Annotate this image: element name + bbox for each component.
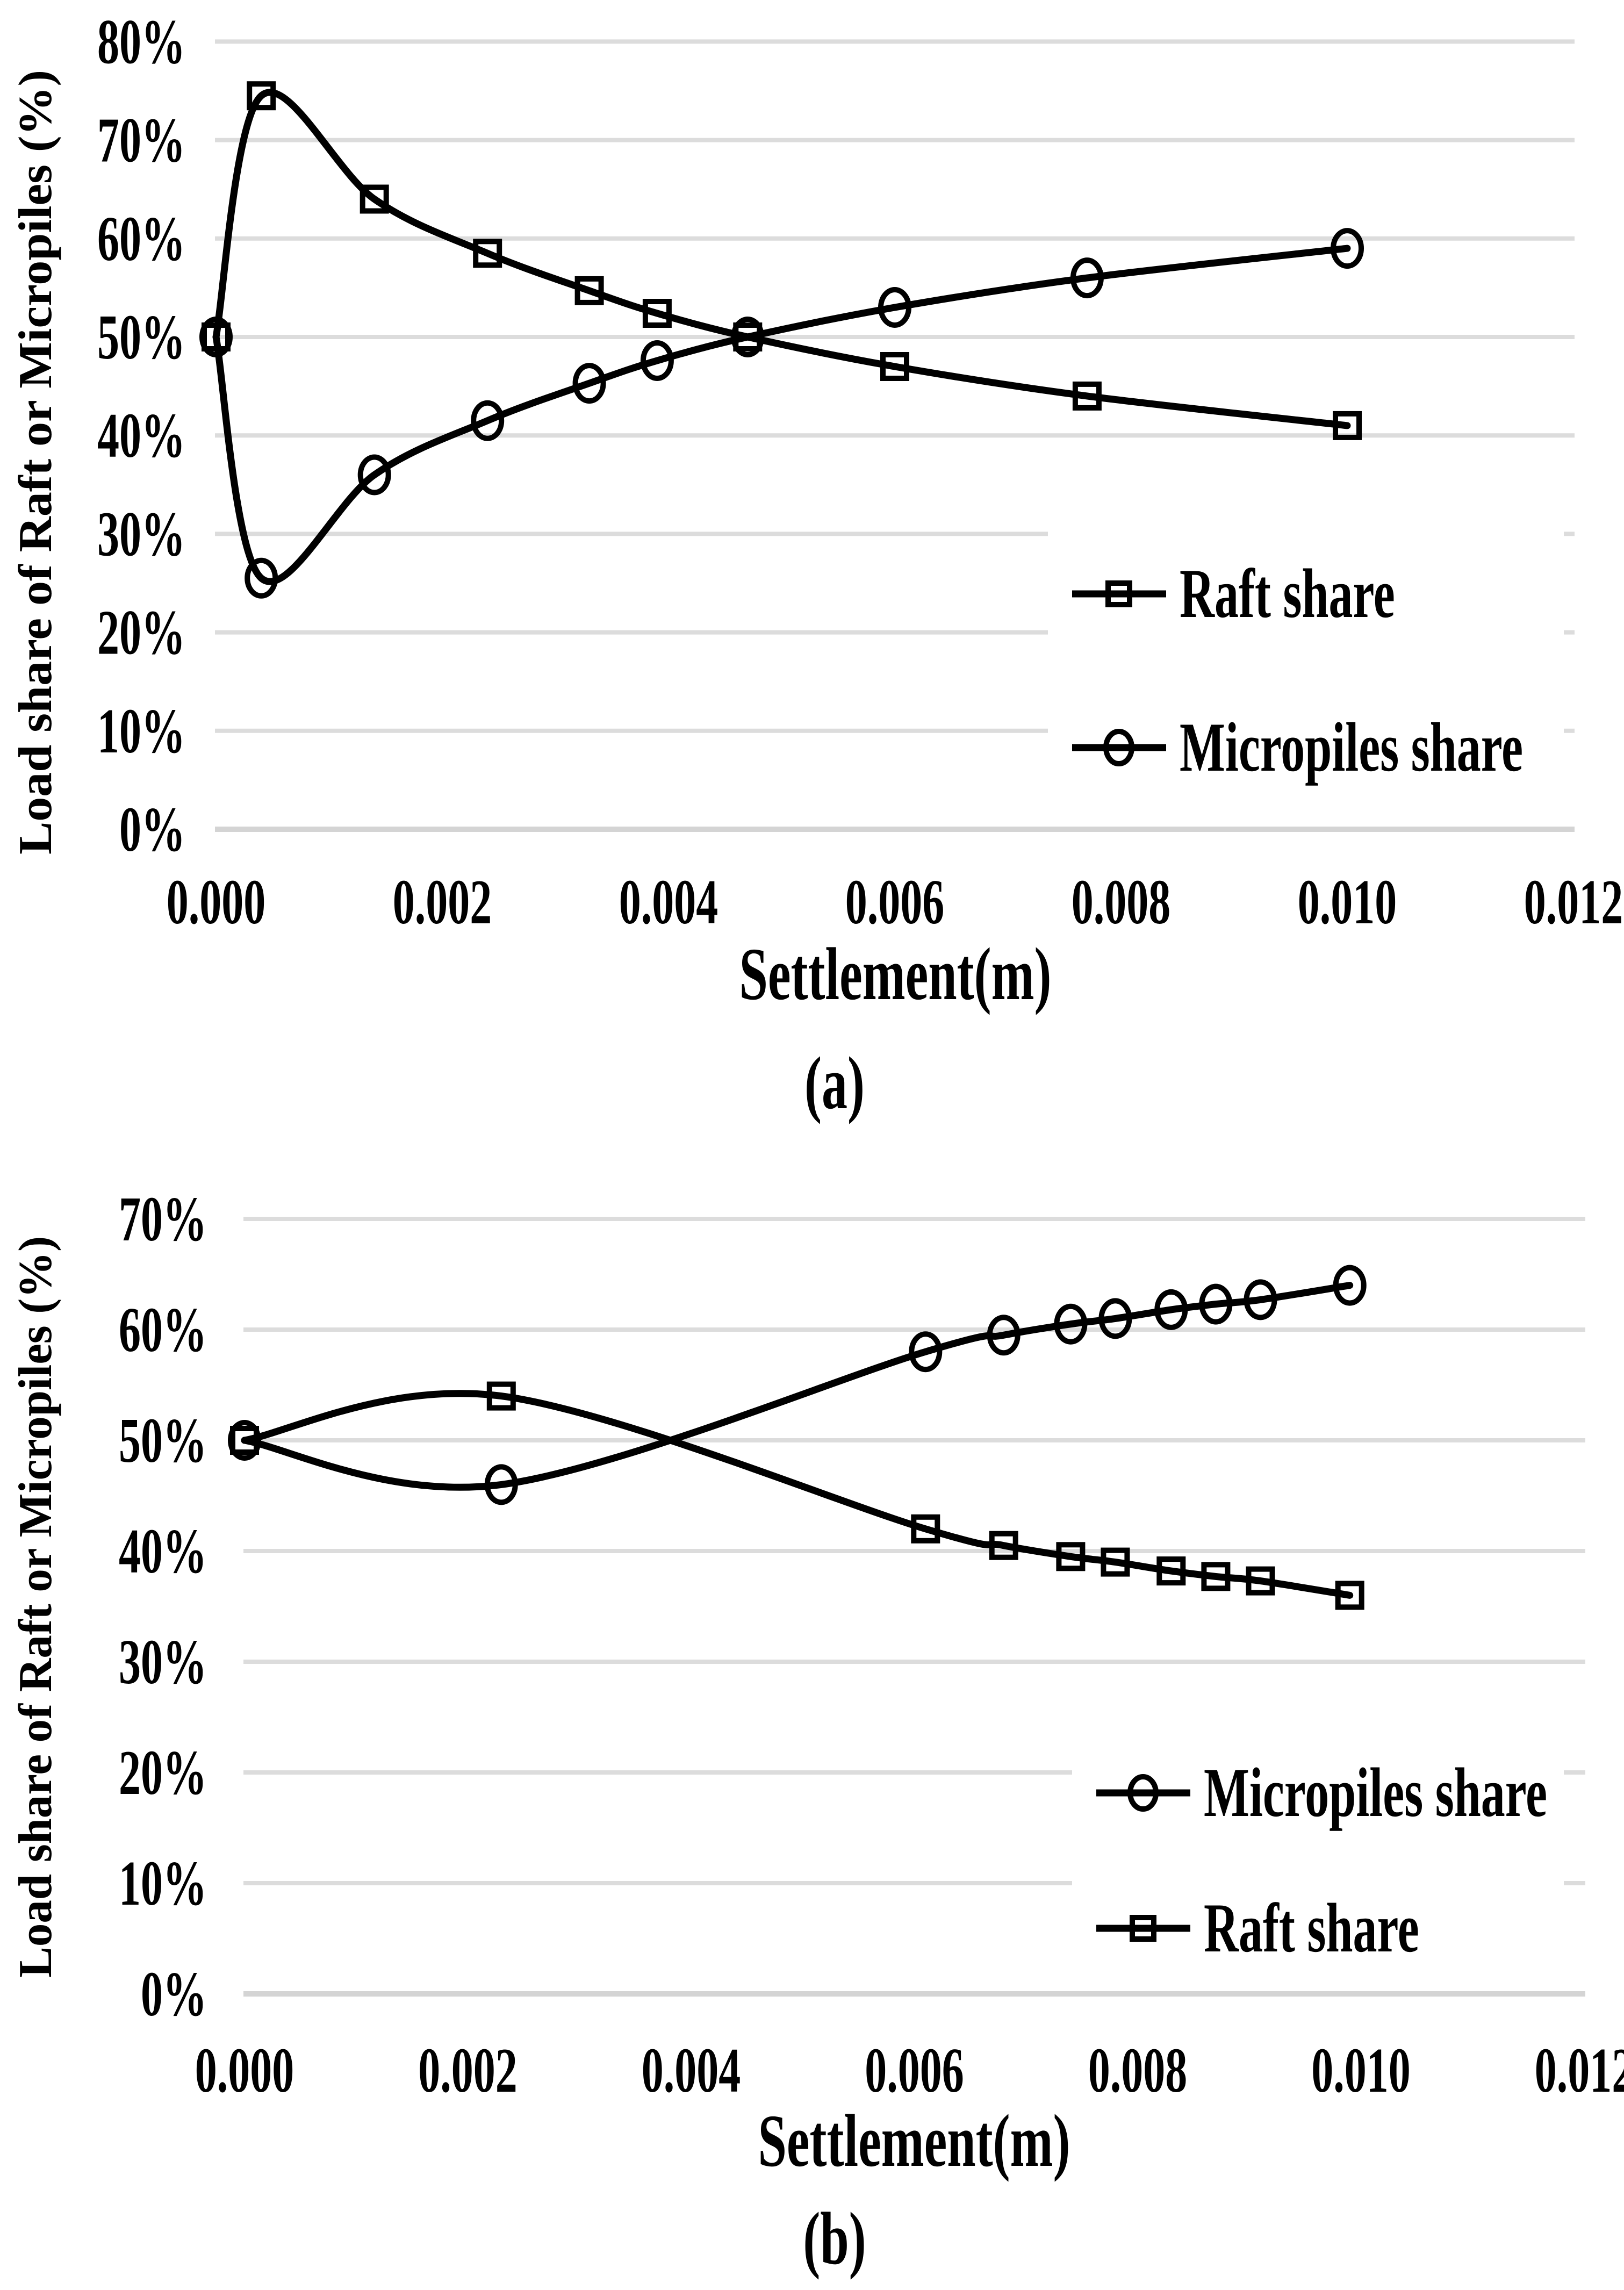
marker-circle: [878, 287, 911, 328]
chart-b: Micropiles share Raft share 0% 10% 20% 30% 40%…: [10, 1184, 1624, 2280]
x-tick-label: 0.008: [1072, 867, 1170, 938]
marker-circle: [1154, 1289, 1188, 1330]
marker-square: [473, 239, 502, 268]
series-line-raft-share: [241, 1390, 1354, 1599]
marker-square: [880, 352, 909, 381]
marker-circle: [471, 400, 505, 441]
marker-square: [486, 1381, 516, 1411]
series-line-raft-share: [212, 89, 1351, 429]
y-tick-label: 60%: [97, 204, 185, 275]
legend-marker-square: [1130, 1915, 1156, 1942]
legend-marker-square: [1105, 580, 1132, 607]
y-tick-label: 60%: [119, 1295, 207, 1366]
marker-square: [642, 299, 672, 328]
legend-background: [1048, 511, 1564, 787]
x-tick-label: 0.008: [1088, 2035, 1187, 2106]
marker-square: [1056, 1542, 1086, 1571]
marker-square: [1335, 1581, 1364, 1610]
chart-a-y-axis-title: Load share of Raft or Micropiles (%): [10, 70, 62, 855]
marker-circle: [731, 317, 765, 357]
marker-square: [1072, 381, 1102, 411]
marker-square: [1201, 1562, 1231, 1591]
x-tick-label: 0.002: [393, 867, 492, 938]
marker-square: [911, 1514, 940, 1544]
marker-circle: [1098, 1298, 1132, 1339]
x-tick-label: 0.000: [167, 867, 265, 938]
x-tick-label: 0.012: [1524, 867, 1623, 938]
y-tick-label: 30%: [119, 1627, 207, 1698]
legend-label: Micropiles share: [1204, 1754, 1547, 1832]
marker-circle: [1331, 228, 1364, 269]
chart-a-plot-area: Raft share Micropiles share 0% 10% 20% 30% 40%…: [97, 7, 1623, 938]
y-tick-label: 80%: [97, 7, 185, 78]
chart-b-plot-area: Micropiles share Raft share 0% 10% 20% 30% 40%…: [119, 1184, 1624, 2106]
marker-circle: [987, 1315, 1021, 1356]
chart-a-x-axis-title: Settlement(m): [739, 932, 1052, 1015]
y-tick-label: 0%: [119, 794, 185, 865]
marker-circle: [245, 557, 278, 599]
y-tick-label: 40%: [119, 1516, 207, 1587]
x-tick-label: 0.010: [1311, 2035, 1410, 2106]
marker-circle: [572, 363, 606, 404]
chart-b-x-axis-title: Settlement(m): [758, 2099, 1070, 2182]
marker-square: [360, 184, 389, 214]
chart-a-caption: (a): [804, 1041, 865, 1124]
legend-label: Micropiles share: [1180, 709, 1523, 786]
marker-square: [1101, 1547, 1130, 1577]
marker-circle: [1244, 1279, 1277, 1320]
marker-square: [574, 276, 604, 305]
x-tick-label: 0.004: [642, 2035, 741, 2106]
y-tick-label: 50%: [119, 1405, 207, 1476]
marker-square: [1333, 411, 1362, 440]
y-tick-label: 30%: [97, 499, 185, 570]
chart-b-caption: (b): [803, 2196, 866, 2280]
series-line-micropiles-share: [212, 245, 1351, 585]
legend-marker-circle: [1103, 729, 1134, 766]
x-tick-label: 0.006: [865, 2035, 964, 2106]
x-tick-label: 0.012: [1535, 2035, 1624, 2106]
y-tick-label: 0%: [141, 1959, 207, 2030]
chart-a: Raft share Micropiles share 0% 10% 20% 30% 40%…: [10, 7, 1623, 1125]
x-tick-label: 0.006: [845, 867, 944, 938]
legend-label: Raft share: [1180, 555, 1395, 633]
marker-circle: [640, 340, 674, 381]
x-tick-label: 0.002: [418, 2035, 517, 2106]
marker-circle: [909, 1331, 943, 1373]
marker-square: [1246, 1566, 1275, 1596]
x-tick-label: 0.004: [619, 867, 718, 938]
y-tick-label: 70%: [97, 105, 185, 176]
y-tick-label: 70%: [119, 1184, 207, 1255]
x-tick-label: 0.000: [195, 2035, 294, 2106]
chart-b-y-axis-title: Load share of Raft or Micropiles (%): [10, 1236, 62, 1978]
marker-circle: [484, 1464, 518, 1505]
y-tick-label: 20%: [119, 1738, 207, 1808]
y-tick-label: 50%: [97, 302, 185, 373]
x-tick-label: 0.010: [1298, 867, 1397, 938]
marker-circle: [1054, 1303, 1088, 1345]
marker-square: [230, 1426, 259, 1455]
legend-label: Raft share: [1204, 1890, 1419, 1967]
marker-square: [989, 1531, 1018, 1560]
marker-circle: [199, 317, 233, 357]
marker-circle: [1070, 257, 1104, 299]
legend-marker-circle: [1127, 1774, 1159, 1812]
y-tick-label: 40%: [97, 400, 185, 471]
series-line-micropiles-share: [241, 1282, 1354, 1491]
y-tick-label: 10%: [119, 1848, 207, 1919]
y-tick-label: 20%: [97, 598, 185, 669]
marker-square: [1156, 1556, 1186, 1586]
y-tick-label: 10%: [97, 696, 185, 767]
marker-circle: [1199, 1283, 1233, 1325]
marker-square: [247, 81, 276, 111]
marker-circle: [357, 454, 391, 496]
marker-circle: [1333, 1265, 1367, 1306]
